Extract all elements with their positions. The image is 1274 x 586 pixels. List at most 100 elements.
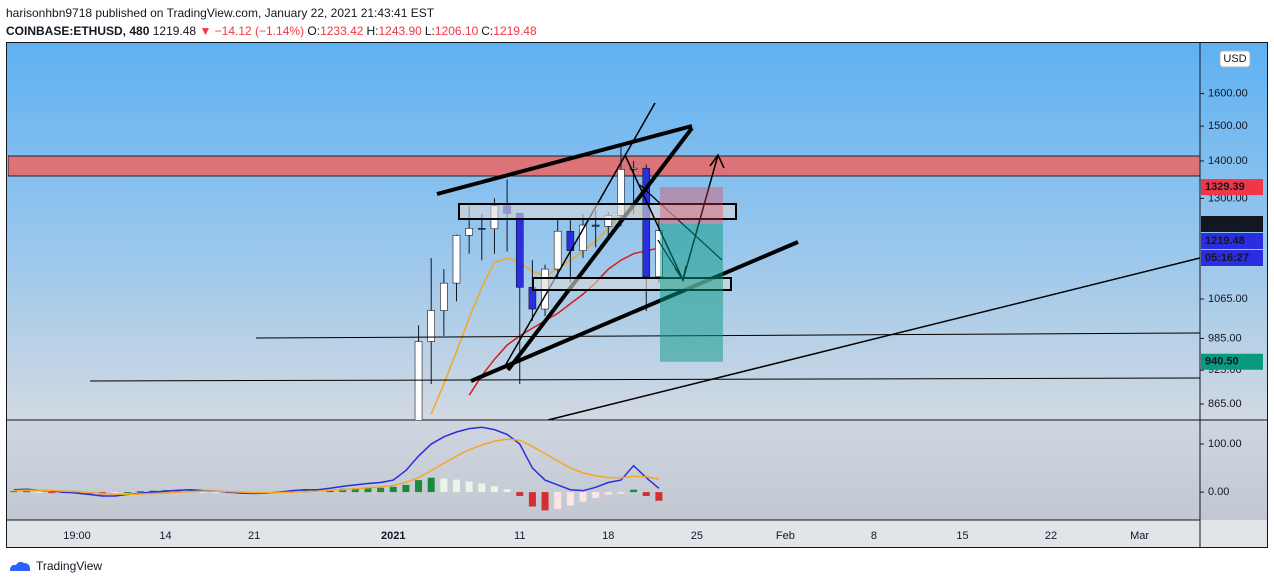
x-tick-label: 21 (248, 530, 260, 542)
x-tick-label: 2021 (381, 530, 405, 542)
indicator-line (468, 247, 660, 396)
candle-body (591, 224, 600, 227)
y-tick-label: 0.00 (1208, 486, 1229, 498)
histogram-bar (541, 492, 549, 511)
y-tick-label: 985.00 (1208, 332, 1242, 344)
trend-line (470, 240, 799, 383)
x-tick-label: 25 (691, 530, 703, 542)
time-axis (6, 520, 1268, 548)
price-label: 940.50 (1205, 356, 1239, 368)
ohlc-key: H: (366, 24, 379, 38)
histogram-bar (503, 489, 511, 493)
price-pane (6, 42, 1268, 420)
ohlc-value: 1233.42 (320, 24, 364, 38)
resistance-zone (8, 155, 1200, 177)
histogram-bar (554, 492, 562, 509)
symbol: COINBASE:ETHUSD, 480 (6, 24, 150, 38)
arrow-head (709, 153, 725, 169)
ohlc-key: O: (307, 24, 321, 38)
support-line (255, 332, 1200, 339)
trend-line (436, 124, 693, 196)
price-label: 1329.39 (1205, 181, 1245, 193)
ohlc-key: C: (481, 24, 494, 38)
ohlc-value: 1219.48 (493, 24, 537, 38)
trend-line (547, 257, 1200, 420)
candle-body (515, 213, 524, 288)
histogram-bar (642, 492, 650, 496)
histogram-bar (440, 478, 448, 493)
histogram-bar (490, 486, 498, 493)
histogram-bar (48, 492, 56, 494)
trend-line (504, 102, 656, 367)
price-label-box (1201, 353, 1263, 370)
publisher-line: harisonhbn9718 published on TradingView.… (6, 6, 435, 20)
last-price: 1219.48 (152, 24, 197, 38)
currency: USD (1223, 53, 1246, 65)
histogram-bar (604, 492, 612, 495)
histogram-bar (630, 489, 638, 493)
y-tick-label: 1400.00 (1208, 155, 1248, 167)
price-label: 1235.62 (1205, 218, 1245, 230)
candle-body (629, 167, 638, 170)
histogram-bar (174, 490, 182, 493)
x-tick-label: 18 (602, 530, 614, 542)
price-label-box (1201, 232, 1263, 249)
histogram-bar (427, 477, 435, 493)
y-tick-label: 1600.00 (1208, 87, 1248, 99)
histogram-bar (200, 491, 207, 493)
header: harisonhbn9718 published on TradingView.… (6, 4, 540, 40)
stop-zone (660, 187, 723, 224)
footer: TradingView (8, 559, 102, 573)
histogram-bar (516, 492, 524, 496)
histogram-bar (10, 491, 18, 493)
y-tick-label: 1065.00 (1208, 293, 1248, 305)
candle-body (440, 282, 448, 311)
histogram-bar (111, 492, 119, 495)
indicator-line (13, 426, 660, 497)
histogram-bar (22, 491, 30, 493)
y-tick-label: 1300.00 (1208, 192, 1248, 204)
x-tick-label: 8 (871, 530, 877, 542)
histogram-bar (136, 491, 144, 493)
support-line (89, 377, 1200, 382)
candle-body (553, 230, 562, 270)
indicator-line (13, 438, 660, 496)
ohlc: O:1233.42 H:1243.90 L:1206.10 C:1219.48 (307, 24, 539, 38)
symbol-line: COINBASE:ETHUSD, 480 1219.48 ▼ −14.12 (−… (6, 22, 540, 40)
histogram-bar (478, 483, 486, 493)
histogram-bar (326, 490, 334, 493)
indicator-plot (10, 426, 663, 511)
histogram-bar (364, 487, 372, 493)
histogram-bar (212, 492, 220, 494)
x-tick-label: Feb (776, 530, 795, 542)
price-label: 1219.48 (1205, 235, 1245, 247)
histogram-bar (35, 492, 43, 494)
drawings (89, 102, 1200, 420)
range-box (458, 203, 737, 220)
x-tick-label: 15 (956, 530, 968, 542)
price-label-box (1201, 179, 1263, 196)
candle-body (452, 235, 461, 284)
histogram-bar (579, 492, 587, 502)
histogram-bar (453, 479, 460, 493)
y-tick-label: 100.00 (1208, 438, 1242, 450)
histogram-bar (124, 492, 132, 494)
price-label-box (1201, 215, 1263, 232)
target-zone (660, 223, 723, 362)
histogram-bar (655, 492, 663, 501)
countdown-box (1201, 249, 1263, 266)
x-tick-label: Mar (1130, 530, 1149, 542)
histogram-bar (415, 480, 423, 493)
x-tick-label: 11 (514, 530, 525, 542)
ohlc-key: L: (424, 24, 435, 38)
x-tick-label: 14 (159, 530, 171, 542)
frame (6, 42, 1268, 548)
histogram-bar (566, 492, 574, 506)
candle-body (414, 341, 423, 420)
histogram-bar (528, 492, 536, 507)
histogram-bar (389, 486, 397, 493)
countdown: 05:16:27 (1205, 252, 1249, 264)
ohlc-value: 1206.10 (434, 24, 479, 38)
